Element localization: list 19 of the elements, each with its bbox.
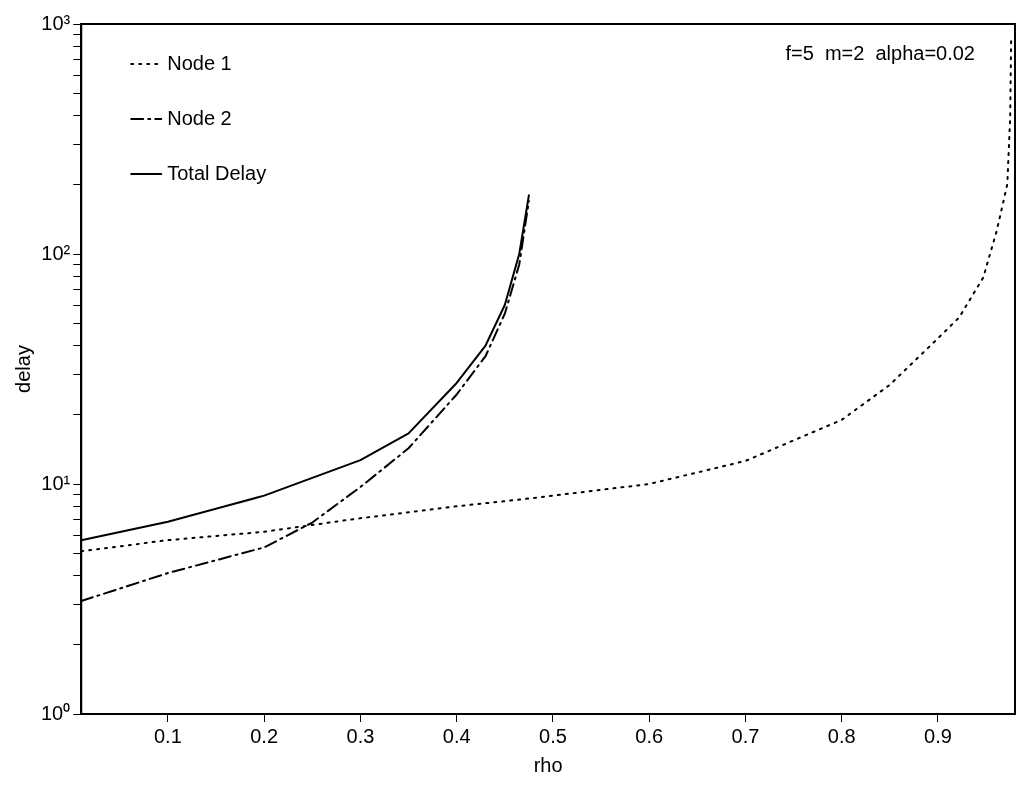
x-tick-label: 0.9 [924,724,952,747]
y-tick-label: 10¹ [41,471,71,494]
legend-label: Node 2 [167,106,232,129]
y-axis-title: delay [11,345,34,393]
x-axis-title: rho [533,753,563,776]
y-tick-label: 10² [41,241,71,264]
y-tick-label: 10⁰ [41,701,71,724]
x-tick-label: 0.2 [250,724,279,747]
x-tick-label: 0.8 [827,724,856,747]
x-tick-label: 0.6 [635,724,664,747]
x-tick-label: 0.3 [346,724,375,747]
annotation: f=5 m=2 alpha=0.02 [785,41,975,64]
y-tick-label: 10³ [41,11,71,34]
x-tick-label: 0.5 [539,724,567,747]
x-tick-label: 0.7 [731,724,760,747]
legend-label: Total Delay [167,161,267,184]
x-tick-label: 0.1 [153,724,182,747]
x-tick-label: 0.4 [442,724,471,747]
legend-label: Node 1 [167,51,232,74]
